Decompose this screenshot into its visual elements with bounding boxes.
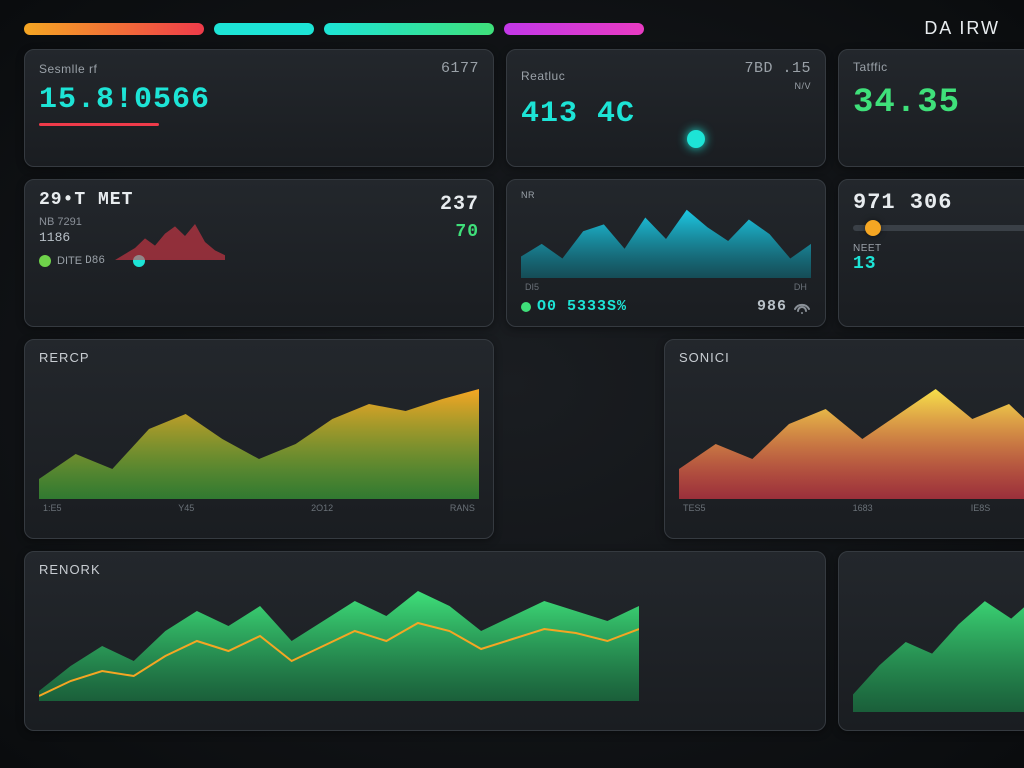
metric-value: 15.8!0566 <box>39 83 479 117</box>
metric-card-sessions[interactable]: Sesmlle rf 6177 15.8!0566 <box>24 49 494 167</box>
slider-knob-left[interactable] <box>865 220 881 236</box>
panel-stat-b: 70 <box>440 222 479 242</box>
status-dot-icon <box>687 130 705 148</box>
accent-underline <box>39 123 159 126</box>
metric-side-value: 6177 <box>441 60 479 77</box>
metric-side-value: 7BD .15 <box>744 60 811 77</box>
area-chart <box>521 200 811 278</box>
area-chart <box>679 369 1024 499</box>
brand-title: DA IRW <box>924 18 1000 39</box>
wifi-icon <box>793 300 811 314</box>
sparkline-chart <box>115 224 225 260</box>
stat-left: 971 306 <box>853 190 952 215</box>
metric-label: Tatffic <box>853 60 1024 74</box>
legend-dot-icon <box>521 302 531 312</box>
tab[interactable] <box>214 23 314 35</box>
chart-label: NR <box>521 190 811 200</box>
legend-dot-icon <box>39 255 51 267</box>
panel-stat-a: 237 <box>440 193 479 216</box>
chart-title: RERCP <box>39 350 479 365</box>
range-slider[interactable] <box>853 225 1024 231</box>
metric-label: Reatluc <box>521 69 565 83</box>
area-chart <box>39 369 479 499</box>
area-chart <box>853 572 1024 712</box>
metric-card-realtime[interactable]: Reatluc 7BD .15 N/V 413 4C <box>506 49 826 167</box>
chart-card-aux[interactable] <box>838 551 1024 731</box>
tab-bar: DA IRW <box>24 18 1000 39</box>
panel-slider[interactable]: 971 306 7B% NEET13 0R06 <box>838 179 1024 327</box>
metric-note: N/V <box>744 81 811 91</box>
x-axis: DI5DH <box>521 282 811 292</box>
panel-area-chart[interactable]: NR DI5DH O0 5333S% 986 <box>506 179 826 327</box>
tab[interactable] <box>324 23 494 35</box>
metric-value: 413 4C <box>521 97 635 131</box>
metric-value: 34.35 <box>853 84 1024 122</box>
metric-card-traffic[interactable]: TI1S Tatffic 34.35 <box>838 49 1024 167</box>
chart-card-rercp[interactable]: RERCP 1:E5Y452O12RANS <box>24 339 494 539</box>
area-chart <box>39 581 639 701</box>
chart-card-sonici[interactable]: SONICITRO0 S TES51683IE8S6NINV <box>664 339 1024 539</box>
panel-tmet[interactable]: 29•T MET NB 72911186 237 70 DITE D86 <box>24 179 494 327</box>
panel-title: 29•T MET <box>39 190 133 210</box>
tab[interactable] <box>24 23 204 35</box>
tab[interactable] <box>504 23 644 35</box>
x-axis: TES51683IE8S6NINV <box>679 503 1024 513</box>
chart-title: SONICI <box>679 350 730 365</box>
chart-card-renork[interactable]: RENORK <box>24 551 826 731</box>
legend: DITE D86 <box>39 255 479 267</box>
x-axis: 1:E5Y452O12RANS <box>39 503 479 513</box>
chart-title: RENORK <box>39 562 811 577</box>
metric-label: Sesmlle rf <box>39 62 97 76</box>
